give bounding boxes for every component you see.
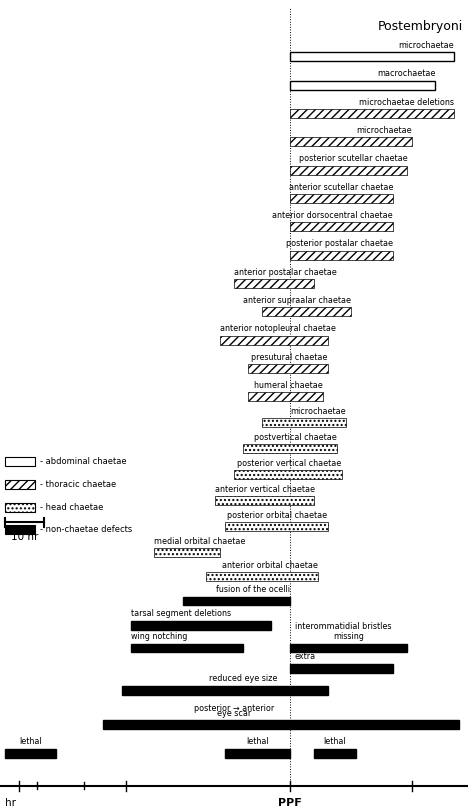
Text: hr: hr — [5, 798, 16, 808]
Bar — [290, 643, 407, 653]
Text: wing notching: wing notching — [131, 632, 187, 642]
Bar — [220, 335, 328, 345]
Text: - thoracic chaetae: - thoracic chaetae — [40, 480, 116, 489]
Bar — [290, 81, 435, 90]
Bar — [234, 470, 342, 480]
Bar — [290, 166, 407, 174]
Bar — [243, 444, 337, 454]
Text: macrochaetae: macrochaetae — [377, 69, 435, 79]
Text: anterior postalar chaetae: anterior postalar chaetae — [234, 267, 337, 277]
Bar — [290, 250, 393, 259]
Text: - head chaetae: - head chaetae — [40, 502, 103, 512]
Bar — [290, 664, 393, 672]
Bar — [290, 223, 393, 232]
Text: Postembryoni: Postembryoni — [378, 20, 463, 33]
Text: posterior postalar chaetae: posterior postalar chaetae — [286, 239, 393, 248]
Text: presutural chaetae: presutural chaetae — [251, 352, 328, 361]
Bar — [290, 52, 454, 62]
Bar — [103, 721, 459, 729]
Text: reduced eye size: reduced eye size — [209, 674, 278, 684]
Text: microchaetae: microchaetae — [291, 407, 346, 416]
Bar — [5, 526, 35, 535]
Bar — [131, 620, 271, 630]
Text: anterior orbital chaetae: anterior orbital chaetae — [222, 561, 318, 570]
Text: lethal: lethal — [323, 737, 346, 747]
Text: lethal: lethal — [19, 737, 42, 747]
Text: microchaetae deletions: microchaetae deletions — [359, 97, 454, 107]
Text: eye scar: eye scar — [217, 709, 251, 718]
Bar — [5, 748, 56, 758]
Text: posterior → anterior: posterior → anterior — [194, 704, 274, 713]
Text: anterior supraalar chaetae: anterior supraalar chaetae — [243, 296, 351, 305]
Text: anterior dorsocentral chaetae: anterior dorsocentral chaetae — [272, 211, 393, 220]
Bar — [225, 522, 328, 531]
Bar — [248, 364, 328, 373]
Bar — [262, 307, 351, 316]
Text: postvertical chaetae: postvertical chaetae — [254, 433, 337, 442]
Text: fusion of the ocelli: fusion of the ocelli — [216, 585, 290, 595]
Text: interommatidial bristles: interommatidial bristles — [295, 621, 391, 630]
Text: humeral chaetae: humeral chaetae — [254, 381, 323, 390]
Bar — [206, 572, 318, 582]
Text: posterior vertical chaetae: posterior vertical chaetae — [237, 458, 342, 468]
Text: medial orbital chaetae: medial orbital chaetae — [154, 536, 246, 546]
Bar — [290, 194, 393, 202]
Bar — [248, 392, 323, 401]
Bar — [5, 457, 35, 467]
Bar — [122, 685, 328, 695]
Text: lethal: lethal — [246, 737, 269, 747]
Bar — [234, 279, 314, 288]
Text: microchaetae: microchaetae — [356, 126, 412, 135]
Text: missing: missing — [333, 632, 364, 642]
Bar — [5, 480, 35, 489]
Bar — [131, 643, 243, 653]
Bar — [183, 596, 290, 606]
Bar — [215, 496, 314, 505]
Text: tarsal segment deletions: tarsal segment deletions — [131, 609, 231, 619]
Bar — [290, 138, 412, 147]
Text: - non-chaetae defects: - non-chaetae defects — [40, 525, 132, 535]
Bar — [225, 748, 290, 758]
Text: posterior scutellar chaetae: posterior scutellar chaetae — [299, 154, 407, 164]
Text: anterior scutellar chaetae: anterior scutellar chaetae — [289, 182, 393, 192]
Text: posterior orbital chaetae: posterior orbital chaetae — [227, 510, 328, 520]
Text: PPF: PPF — [278, 798, 302, 808]
Bar — [314, 748, 356, 758]
Text: - abdominal chaetae: - abdominal chaetae — [40, 457, 126, 467]
Text: extra: extra — [295, 652, 316, 661]
Text: anterior notopleural chaetae: anterior notopleural chaetae — [220, 324, 336, 334]
Bar — [262, 418, 346, 428]
Text: anterior vertical chaetae: anterior vertical chaetae — [215, 484, 315, 493]
Text: microchaetae: microchaetae — [398, 40, 454, 50]
Bar — [5, 502, 35, 512]
Bar — [154, 548, 220, 557]
Text: 10 hr: 10 hr — [11, 532, 38, 542]
Bar — [290, 109, 454, 118]
